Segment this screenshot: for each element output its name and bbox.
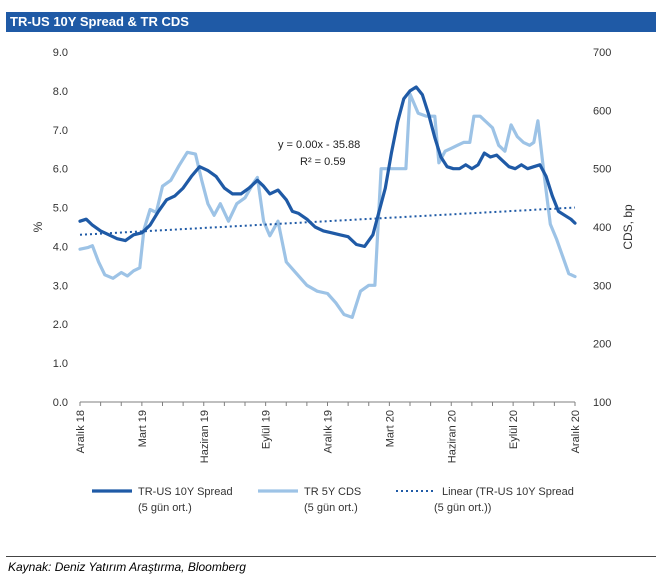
legend-label: Linear (TR-US 10Y Spread	[442, 486, 574, 498]
chart-title: TR-US 10Y Spread & TR CDS	[6, 12, 656, 32]
y-left-tick-label: 2.0	[53, 319, 68, 331]
x-tick-label: Eylül 19	[261, 410, 273, 449]
legend: TR-US 10Y Spread (5 gün ort.) TR 5Y CDS (5 …	[92, 486, 574, 514]
axes-group: 0.0 1.0 2.0 3.0 4.0 5.0 6.0 7.0 8.0 9.0 100 200 300 4…	[31, 47, 635, 463]
source-text: Kaynak: Deniz Yatırım Araştırma, Bloombe…	[8, 560, 246, 574]
x-tick-label: Mart 19	[137, 410, 149, 447]
y-left-tick-label: 6.0	[53, 164, 68, 176]
legend-sublabel: (5 gün ort.))	[434, 502, 491, 514]
y-right-tick-label: 500	[593, 164, 611, 176]
y-right-tick-label: 400	[593, 222, 611, 234]
x-tick-label: Mart 20	[384, 410, 396, 447]
x-tick-label: Aralık 18	[75, 410, 87, 453]
series-group	[78, 85, 577, 319]
trend-equation: y = 0.00x - 35.88	[278, 139, 360, 151]
y-left-tick-label: 7.0	[53, 125, 68, 137]
y-right-tick-label: 300	[593, 280, 611, 292]
y-right-tick-label: 100	[593, 397, 611, 409]
y-left-tick-label: 5.0	[53, 203, 68, 215]
y-left-tick-label: 0.0	[53, 397, 68, 409]
y-right-axis-title: CDS, bp	[621, 204, 635, 250]
y-left-tick-label: 4.0	[53, 241, 68, 253]
y-left-tick-label: 3.0	[53, 280, 68, 292]
y-left-axis-title: %	[31, 221, 45, 232]
y-left-tick-label: 9.0	[53, 47, 68, 59]
x-tick-label: Haziran 20	[446, 410, 458, 463]
source-divider	[6, 556, 656, 557]
y-right-tick-label: 200	[593, 339, 611, 351]
chart: 0.0 1.0 2.0 3.0 4.0 5.0 6.0 7.0 8.0 9.0 100 200 300 4…	[31, 47, 635, 514]
trend-r2: R² = 0.59	[300, 156, 346, 168]
x-tick-label: Aralık 19	[323, 410, 335, 453]
legend-sublabel: (5 gün ort.)	[138, 502, 192, 514]
y-left-tick-label: 1.0	[53, 358, 68, 370]
x-tick-label: Haziran 19	[199, 410, 211, 463]
spread-series-line	[78, 85, 577, 248]
legend-label: TR 5Y CDS	[304, 486, 361, 498]
y-right-tick-label: 700	[593, 47, 611, 59]
cds-series-line	[78, 92, 577, 319]
legend-sublabel: (5 gün ort.)	[304, 502, 358, 514]
x-tick-label: Aralık 20	[570, 410, 582, 453]
x-tick-label: Eylül 20	[508, 410, 520, 449]
y-left-tick-label: 8.0	[53, 86, 68, 98]
legend-label: TR-US 10Y Spread	[138, 486, 233, 498]
y-right-tick-label: 600	[593, 105, 611, 117]
